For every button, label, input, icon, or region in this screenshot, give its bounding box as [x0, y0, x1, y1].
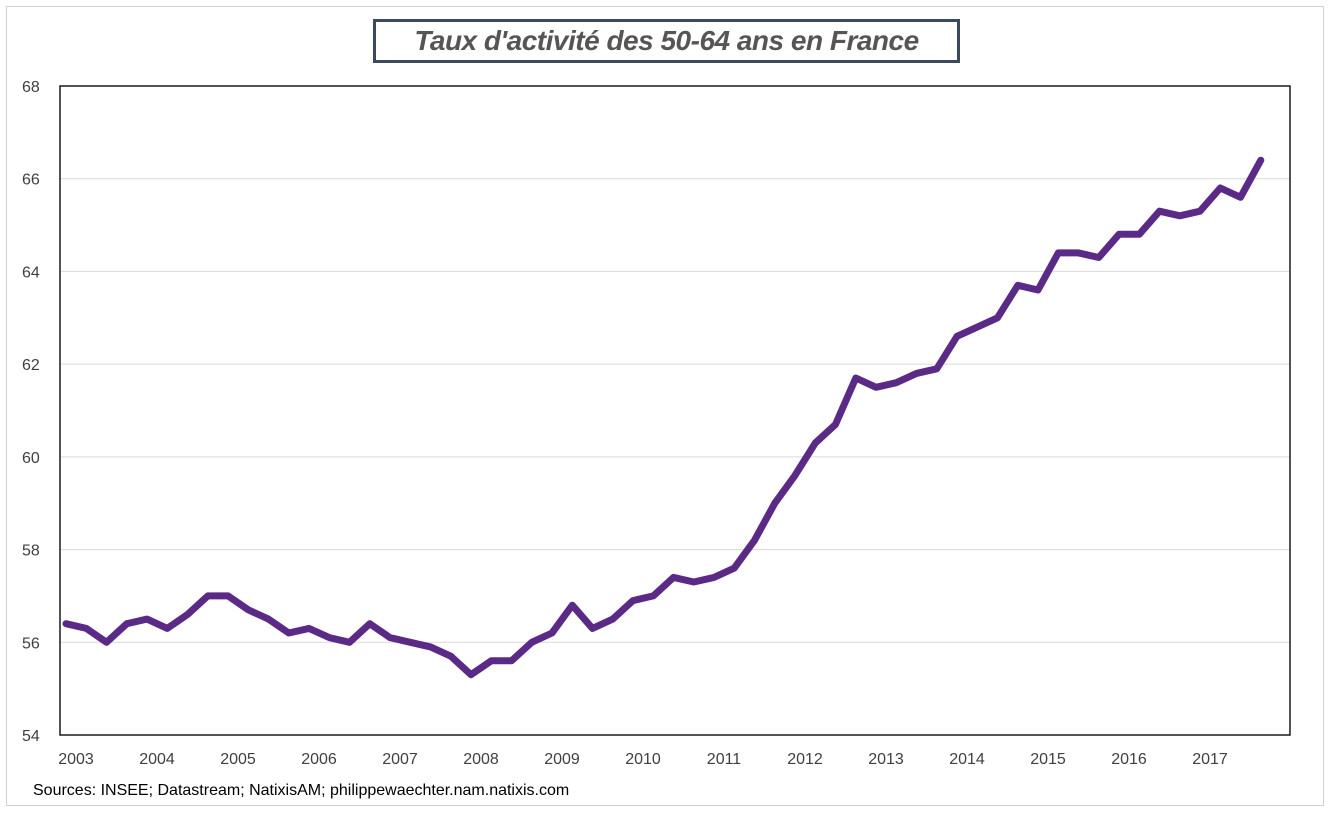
chart-title-box: Taux d'activité des 50-64 ans en France — [373, 19, 960, 63]
x-tick-label: 2007 — [382, 751, 418, 768]
y-tick-label: 66 — [22, 172, 40, 189]
x-tick-label: 2015 — [1030, 751, 1066, 768]
y-tick-label: 64 — [22, 264, 40, 281]
x-tick-label: 2003 — [58, 751, 94, 768]
x-tick-label: 2016 — [1111, 751, 1147, 768]
x-tick-label: 2008 — [463, 751, 499, 768]
plot-area-border — [59, 85, 1291, 736]
x-tick-label: 2004 — [139, 751, 175, 768]
y-tick-label: 54 — [22, 728, 40, 745]
x-tick-label: 2005 — [220, 751, 256, 768]
x-tick-label: 2013 — [868, 751, 904, 768]
y-tick-label: 62 — [22, 357, 40, 374]
gridlines — [60, 178, 1290, 643]
series-line — [62, 156, 1265, 679]
source-note: Sources: INSEE; Datastream; NatixisAM; p… — [33, 782, 570, 799]
series-layer — [62, 156, 1265, 679]
y-axis-tick-labels: 54 56 58 60 62 64 66 68 — [22, 79, 40, 745]
y-tick-label: 60 — [22, 450, 40, 467]
y-tick-label: 58 — [22, 543, 40, 560]
chart-frame — [6, 6, 1324, 806]
y-tick-label: 68 — [22, 79, 40, 96]
x-axis-tick-labels: 2003 2004 2005 2006 2007 2008 2009 2010 2011 2012… — [58, 751, 1228, 768]
x-tick-label: 2011 — [707, 751, 742, 768]
x-tick-label: 2014 — [949, 751, 985, 768]
x-tick-label: 2006 — [301, 751, 337, 768]
x-tick-label: 2009 — [544, 751, 580, 768]
x-tick-label: 2017 — [1192, 751, 1228, 768]
x-tick-label: 2010 — [625, 751, 661, 768]
chart-title: Taux d'activité des 50-64 ans en France — [414, 25, 919, 56]
y-tick-label: 56 — [22, 635, 40, 652]
x-tick-label: 2012 — [787, 751, 823, 768]
